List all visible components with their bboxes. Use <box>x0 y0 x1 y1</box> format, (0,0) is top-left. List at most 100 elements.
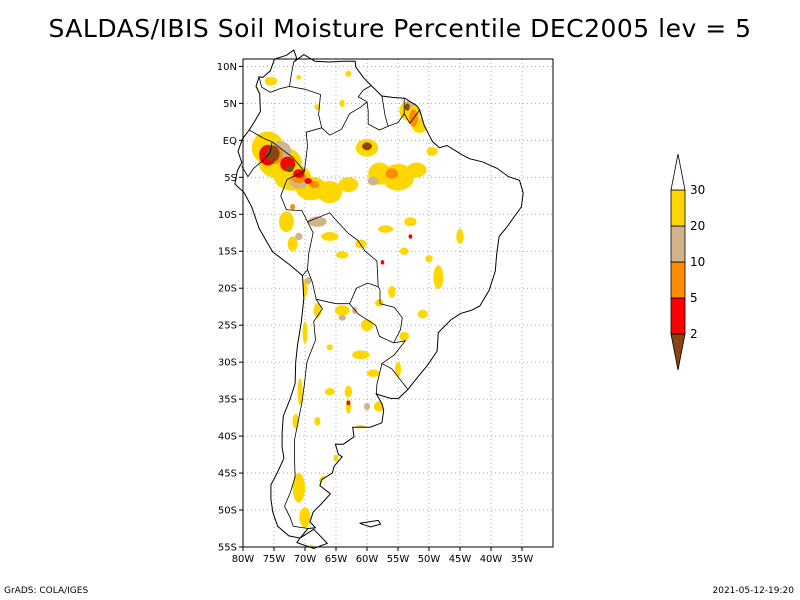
lon-tick-label: 80W <box>232 554 255 565</box>
lon-tick-label: 50W <box>418 554 441 565</box>
timestamp: 2021-05-12-19:20 <box>712 586 795 596</box>
lat-tick-label: 55S <box>218 543 237 554</box>
grads-credit: GrADS: COLA/IGES <box>4 586 89 596</box>
country-border <box>387 98 405 127</box>
shading-cell-p20_30 <box>345 70 352 77</box>
shading-cell-p20_30 <box>321 232 339 241</box>
lon-tick-label: 70W <box>294 554 317 565</box>
legend-swatch <box>670 225 686 263</box>
lat-tick-label: 20S <box>218 284 237 295</box>
soil-moisture-shading <box>251 70 464 549</box>
shading-cell-p10_20 <box>338 314 346 321</box>
shading-cell-p20_30 <box>456 229 464 244</box>
shading-cell-p20_30 <box>360 319 374 332</box>
country-border <box>271 141 314 276</box>
shading-cell-p20_30 <box>426 146 438 156</box>
shading-cell-p20_30 <box>378 225 394 233</box>
shading-cell-p20_30 <box>394 362 402 377</box>
shading-cell-p20_30 <box>399 247 409 255</box>
legend-swatch <box>670 261 686 299</box>
lat-tick-label: 10N <box>217 62 237 73</box>
shading-cell-p5_10 <box>309 181 320 189</box>
lat-tick-label: 30S <box>218 358 237 369</box>
shading-cell-p10_20 <box>305 277 312 285</box>
shading-cell-p10_20 <box>308 216 327 227</box>
shading-cell-lt2 <box>285 164 294 173</box>
coastline-and-borders <box>234 49 524 550</box>
shading-cell-p20_30 <box>433 265 444 289</box>
lat-tick-label: 50S <box>218 506 237 517</box>
shading-cell-p20_30 <box>317 181 343 204</box>
country-border <box>316 282 379 305</box>
country-border <box>403 109 421 125</box>
shading-cell-p20_30 <box>302 321 308 344</box>
shading-cell-p2_5 <box>408 234 413 239</box>
country-border <box>258 61 295 93</box>
legend-swatch <box>670 297 686 335</box>
falkland-islands-coastline <box>359 519 382 528</box>
lat-tick-label: 25S <box>218 321 237 332</box>
shading-cell-p20_30 <box>324 388 335 396</box>
legend-label: 5 <box>690 291 698 305</box>
legend-label: 20 <box>690 219 705 233</box>
lat-tick-label: 15S <box>218 247 237 258</box>
chart-title: SALDAS/IBIS Soil Moisture Percentile DEC… <box>48 14 752 43</box>
lon-tick-label: 35W <box>511 554 534 565</box>
lon-tick-label: 75W <box>263 554 286 565</box>
legend-swatch-lowest <box>670 333 686 371</box>
shading-cell-p20_30 <box>425 254 433 263</box>
lon-tick-label: 60W <box>356 554 379 565</box>
shading-cell-p20_30 <box>296 75 302 80</box>
shading-cell-p20_30 <box>297 378 303 406</box>
lon-tick-label: 45W <box>449 554 472 565</box>
shading-cell-p10_20 <box>363 402 371 411</box>
shading-cell-p20_30 <box>375 299 384 307</box>
legend-label: 10 <box>690 255 705 269</box>
shading-cell-p20_30 <box>326 344 333 351</box>
country-border <box>307 212 381 290</box>
shading-cell-p20_30 <box>417 309 428 319</box>
south-america-coastline <box>234 49 524 539</box>
lon-tick-label: 40W <box>480 554 503 565</box>
shading-cell-p20_30 <box>354 425 367 433</box>
shading-cell-p20_30 <box>388 285 396 298</box>
shading-cell-p20_30 <box>334 305 350 316</box>
shading-cell-p20_30 <box>338 177 359 193</box>
country-border <box>289 86 323 172</box>
legend-swatch-highest <box>670 153 686 191</box>
shading-cell-p20_30 <box>404 217 417 227</box>
shading-cell-lt2 <box>404 103 410 111</box>
shading-cell-p20_30 <box>339 99 345 108</box>
shading-cell-p10_20 <box>367 176 379 186</box>
shading-cell-p2_5 <box>346 400 351 406</box>
lat-tick-label: 40S <box>218 432 237 443</box>
country-border <box>381 340 409 390</box>
shading-cell-p20_30 <box>314 416 321 426</box>
shading-cell-p20_30 <box>264 76 278 86</box>
country-border <box>321 85 372 136</box>
country-border <box>284 269 323 529</box>
country-border <box>366 95 389 131</box>
tierra-del-fuego-coastline <box>296 528 329 550</box>
lat-tick-label: EQ <box>223 136 237 147</box>
shading-cell-p2_5 <box>380 260 385 265</box>
lon-tick-label: 55W <box>387 554 410 565</box>
lat-tick-label: 5S <box>224 173 237 184</box>
shading-cell-p20_30 <box>278 211 294 233</box>
lat-tick-label: 5N <box>223 99 237 110</box>
country-border <box>375 363 383 394</box>
shading-cell-p20_30 <box>287 236 298 252</box>
lon-tick-label: 65W <box>325 554 348 565</box>
country-border <box>349 289 403 344</box>
shading-cell-p20_30 <box>292 473 305 503</box>
shading-cell-p20_30 <box>333 454 339 462</box>
legend-label: 2 <box>690 327 698 341</box>
shading-cell-p20_30 <box>399 331 410 341</box>
legend-label: 30 <box>690 183 705 197</box>
shading-cell-p20_30 <box>352 350 370 360</box>
axis-tick-labels: 80W 75W 70W 65W 60W 55W 50W 45W 40W 35W 10N 5N EQ 5S 1… <box>217 62 534 565</box>
shading-cell-p20_30 <box>367 369 380 377</box>
shading-cell-p20_30 <box>355 239 367 249</box>
shading-cell-p20_30 <box>336 251 349 259</box>
